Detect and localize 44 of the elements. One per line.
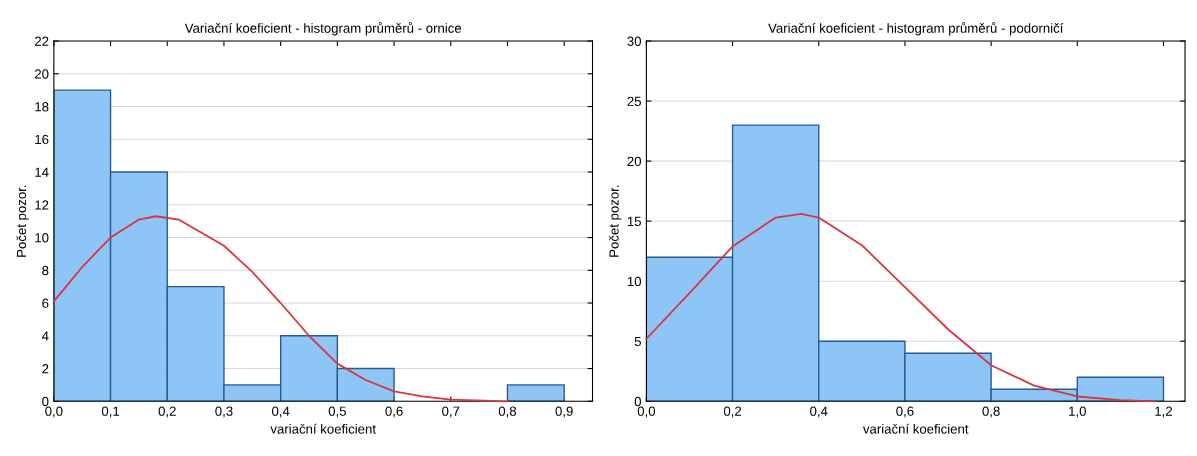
x-tick-label: 0,8 [498,406,517,418]
x-tick-label: 0,3 [215,406,233,418]
y-tick-label: 10 [627,276,641,287]
y-tick-label: 22 [34,36,49,46]
chart-title: Variační koeficient - histogram průměrů - podorničí [768,22,1064,36]
x-tick-label: 0,5 [328,406,346,418]
x-tick-label: 0,0 [637,406,656,418]
x-tick-label: 0,7 [442,406,460,418]
y-tick-label: 25 [627,96,641,106]
x-tick-label: 0,6 [896,406,914,418]
x-tick-label: 0,4 [272,406,290,418]
line-series [645,213,1156,403]
y-tick-label: 14 [35,167,49,177]
y-tick-label: 16 [35,134,49,145]
y-tick-label: 4 [41,331,49,341]
y-tick-label: 6 [42,298,49,308]
y-tick-label: 20 [627,156,641,167]
y-tick-label: 30 [627,36,641,46]
y-tick-label: 15 [627,216,641,227]
y-tick-label: 2 [42,364,49,374]
y-tick-label: 20 [34,69,49,79]
x-tick-label: 0,2 [723,406,742,418]
y-tick-label: 12 [35,200,49,210]
y-tick-label: 8 [42,265,49,276]
y-tick-label: 18 [35,102,49,112]
chart-title: Variační koeficient - histogram průměrů - ornice [184,22,462,36]
x-tick-label: 0,8 [982,406,1000,418]
x-tick-label: 0,1 [101,406,120,418]
y-axis-title: Počet pozor. [16,185,29,257]
x-tick-label: 0,4 [810,406,828,418]
x-tick-label: 0,2 [158,406,176,418]
y-tick-label: 10 [35,233,49,243]
y-tick-label: 0 [42,396,49,407]
x-tick-label: 0,9 [555,406,573,418]
x-tick-label: 0,6 [385,406,403,418]
x-tick-label: 1,2 [1155,406,1172,418]
x-tick-label: 0,0 [45,406,63,418]
x-axis-title: variační koeficient [270,423,376,434]
x-axis-title: variační koeficient [862,423,969,434]
y-tick-label: 5 [634,336,641,347]
y-axis-title: Počet pozor. [608,185,622,257]
x-tick-label: 1,0 [1069,406,1086,418]
line-series [52,215,509,403]
y-tick-label: 0 [634,396,641,407]
